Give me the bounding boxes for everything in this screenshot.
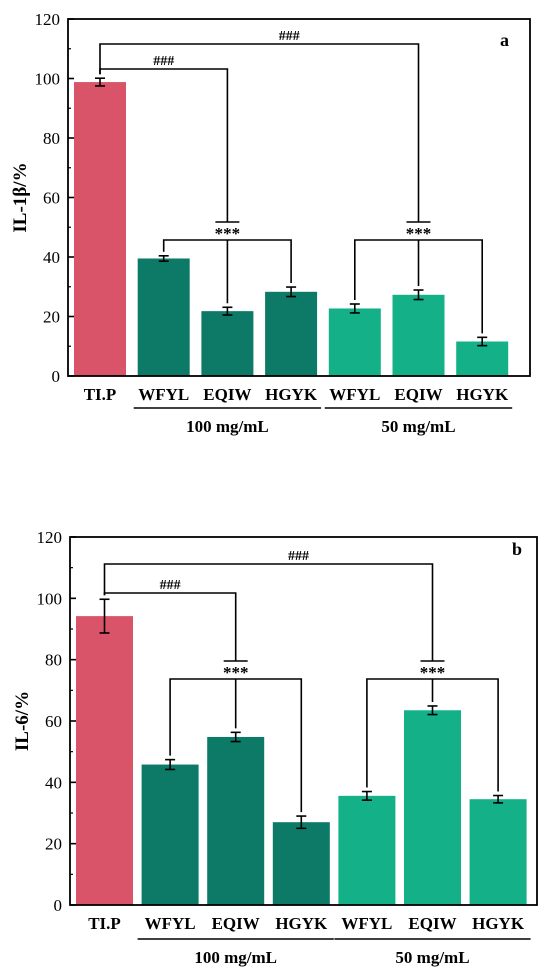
y-axis-label: IL-1β/% <box>10 162 31 232</box>
y-tick-label: 60 <box>43 189 60 208</box>
significance-bracket-hash-2 <box>99 43 420 222</box>
significance-bracket-star-2 <box>366 660 499 792</box>
bar-wfyl-1 <box>137 258 190 376</box>
y-tick-label: 100 <box>37 589 63 608</box>
x-tick-label: EQIW <box>408 914 456 933</box>
y-tick-label: 40 <box>45 773 62 792</box>
x-tick-label: WFYL <box>145 914 196 933</box>
bracket-line <box>99 43 420 222</box>
x-tick-label: EQIW <box>203 385 251 404</box>
bar-eqiw-5 <box>392 294 445 376</box>
error-bar-0 <box>95 77 105 87</box>
significance-bracket-hash-2 <box>103 563 434 661</box>
error-bar-1 <box>158 255 169 262</box>
error-bar-3 <box>286 286 297 298</box>
y-tick-label: 20 <box>43 308 60 327</box>
significance-hash-label: ### <box>153 54 174 69</box>
group-label: 50 mg/mL <box>381 417 455 436</box>
error-bar-5 <box>413 289 424 301</box>
error-bar-2 <box>230 731 241 743</box>
bar-hgyk-3 <box>265 291 318 376</box>
x-tick-label: EQIW <box>394 385 442 404</box>
bar-eqiw-5 <box>404 710 461 905</box>
y-tick-label: 120 <box>35 10 61 29</box>
y-axis-label: IL-6/% <box>12 691 33 751</box>
x-tick-label: WFYL <box>329 385 380 404</box>
y-tick-label: 0 <box>54 896 63 915</box>
star-label-bg <box>398 225 439 237</box>
bar-eqiw-2 <box>201 311 254 376</box>
y-tick-label: 60 <box>45 712 62 731</box>
x-tick-label: TI.P <box>88 914 121 933</box>
x-tick-label: EQIW <box>212 914 260 933</box>
panel-letter: a <box>500 30 509 50</box>
y-tick-label: 40 <box>43 248 60 267</box>
panel-letter: b <box>512 539 522 559</box>
bar-hgyk-6 <box>469 799 527 905</box>
x-tick-label: TI.P <box>84 385 117 404</box>
significance-hash-label: ### <box>279 29 300 44</box>
significance-hash-label: ### <box>160 578 181 593</box>
significance-hash-label: ### <box>288 549 309 564</box>
x-tick-label: WFYL <box>138 385 189 404</box>
bracket-line <box>103 563 434 661</box>
x-tick-label: HGYK <box>265 385 318 404</box>
y-tick-label: 120 <box>37 528 63 547</box>
x-tick-label: HGYK <box>472 914 525 933</box>
chart-panel-a: 0 20 40 60 80 100 120 IL-1β/% TI.P WFYL EQIW HGYK WF… <box>0 0 550 488</box>
error-bar-5 <box>427 705 438 716</box>
bar-eqiw-2 <box>207 736 265 905</box>
y-tick-label: 100 <box>35 70 61 89</box>
x-tick-label: WFYL <box>341 914 392 933</box>
error-bar-6 <box>477 336 488 347</box>
bar-hgyk-3 <box>272 822 330 905</box>
group-label: 100 mg/mL <box>194 948 277 967</box>
group-label: 100 mg/mL <box>186 417 269 436</box>
error-bar-3 <box>296 815 307 830</box>
chart-svg-a: 0 20 40 60 80 100 120 IL-1β/% TI.P WFYL EQIW HGYK WF… <box>10 10 531 436</box>
y-tick-label: 20 <box>45 835 62 854</box>
bar-wfyl-4 <box>328 308 381 376</box>
significance-bracket-star-2 <box>353 221 484 334</box>
significance-bracket-star-1 <box>162 221 292 304</box>
chart-svg-b: 0 20 40 60 80 100 120 IL-6/% TI.P WFYL EQIW HGYK WFY… <box>12 528 538 967</box>
y-tick-label: 0 <box>52 367 61 386</box>
error-bar-1 <box>165 758 176 771</box>
bar-tip-0 <box>74 82 126 376</box>
significance-star-label: *** <box>215 224 241 243</box>
error-bar-6 <box>493 794 504 804</box>
chart-panel-b: 0 20 40 60 80 100 120 IL-6/% TI.P WFYL EQIW HGYK WFY… <box>0 489 550 977</box>
bar-hgyk-6 <box>456 341 509 376</box>
y-tick-label: 80 <box>43 129 60 148</box>
group-label: 50 mg/mL <box>395 948 469 967</box>
error-bar-2 <box>222 306 233 316</box>
significance-star-label: *** <box>223 663 249 682</box>
x-tick-label: HGYK <box>456 385 509 404</box>
significance-star-label: *** <box>406 224 432 243</box>
bar-tip-0 <box>76 616 133 905</box>
significance-bracket-star-1 <box>169 660 303 813</box>
star-label-bg <box>207 225 248 237</box>
star-label-bg <box>412 664 453 676</box>
error-bar-4 <box>361 790 372 801</box>
significance-star-label: *** <box>420 663 446 682</box>
error-bar-0 <box>99 598 110 634</box>
bar-wfyl-4 <box>338 795 396 905</box>
bar-wfyl-1 <box>141 764 199 905</box>
star-label-bg <box>215 664 256 676</box>
y-tick-label: 80 <box>45 651 62 670</box>
error-bar-4 <box>349 303 360 314</box>
x-tick-label: HGYK <box>275 914 328 933</box>
